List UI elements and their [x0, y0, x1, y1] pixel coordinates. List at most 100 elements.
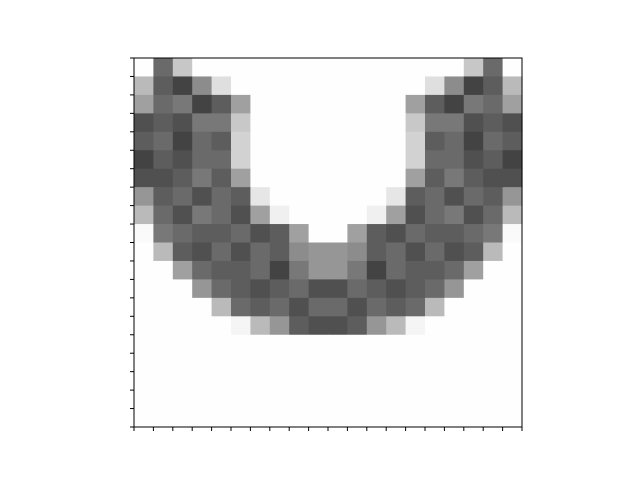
heatmap-cell-r10-c12	[366, 242, 387, 262]
heatmap-cell-r3-c19	[502, 113, 523, 133]
heatmap-cell-r14-c1	[153, 316, 174, 336]
heatmap-cell-r16-c19	[502, 353, 523, 373]
heatmap-cell-r3-c12	[366, 113, 387, 133]
heatmap-cell-r18-c1	[153, 390, 174, 410]
heatmap-cell-r7-c17	[463, 187, 484, 207]
heatmap-cell-r18-c13	[386, 390, 407, 410]
heatmap-cell-r17-c16	[444, 371, 465, 391]
heatmap-cell-r16-c2	[172, 353, 193, 373]
heatmap-cell-r5-c14	[405, 150, 426, 170]
heatmap-cell-r19-c6	[250, 408, 271, 428]
heatmap-cell-r6-c9	[308, 168, 329, 188]
heatmap-cell-r7-c4	[211, 187, 232, 207]
heatmap-cell-r7-c14	[405, 187, 426, 207]
heatmap-cell-r17-c12	[366, 371, 387, 391]
heatmap-cell-r10-c0	[134, 242, 154, 262]
heatmap-cell-r4-c14	[405, 131, 426, 151]
heatmap-cell-r1-c14	[405, 76, 426, 96]
heatmap-cell-r19-c0	[134, 408, 154, 428]
heatmap-cell-r14-c5	[231, 316, 251, 336]
heatmap-cell-r2-c6	[250, 94, 271, 114]
heatmap-cell-r15-c10	[328, 334, 348, 354]
heatmap-cell-r10-c8	[289, 242, 310, 262]
heatmap-cell-r12-c0	[134, 279, 154, 299]
heatmap-cell-r1-c19	[502, 76, 523, 96]
heatmap-cell-r8-c4	[211, 205, 232, 225]
heatmap-cell-r4-c13	[386, 131, 407, 151]
heatmap-cell-r15-c13	[386, 334, 407, 354]
heatmap-cell-r14-c14	[405, 316, 426, 336]
heatmap-cell-r19-c15	[425, 408, 445, 428]
heatmap-cell-r3-c2	[172, 113, 193, 133]
heatmap-cell-r10-c13	[386, 242, 407, 262]
heatmap-cell-r13-c18	[483, 297, 504, 317]
heatmap-cell-r18-c0	[134, 390, 154, 410]
heatmap-cell-r6-c3	[192, 168, 213, 188]
heatmap-cell-r11-c12	[366, 260, 387, 280]
heatmap-cell-r0-c10	[328, 58, 348, 78]
heatmap-cell-r16-c1	[153, 353, 174, 373]
heatmap-cell-r15-c6	[250, 334, 271, 354]
heatmap-cell-r13-c12	[366, 297, 387, 317]
heatmap-cell-r6-c17	[463, 168, 484, 188]
heatmap-cell-r15-c1	[153, 334, 174, 354]
heatmap-cell-r4-c2	[172, 131, 193, 151]
heatmap-cell-r9-c16	[444, 224, 465, 244]
heatmap-cell-r17-c14	[405, 371, 426, 391]
heatmap-cell-r11-c19	[502, 260, 523, 280]
heatmap-cell-r17-c15	[425, 371, 445, 391]
heatmap-cell-r6-c14	[405, 168, 426, 188]
heatmap-cell-r3-c18	[483, 113, 504, 133]
heatmap-cell-r4-c18	[483, 131, 504, 151]
heatmap-cell-r18-c19	[502, 390, 523, 410]
heatmap-cell-r5-c4	[211, 150, 232, 170]
heatmap-cell-r7-c10	[328, 187, 348, 207]
heatmap-cell-r12-c9	[308, 279, 329, 299]
heatmap-cell-r8-c19	[502, 205, 523, 225]
heatmap-cell-r3-c16	[444, 113, 465, 133]
heatmap-cell-r11-c18	[483, 260, 504, 280]
heatmap-cell-r8-c17	[463, 205, 484, 225]
heatmap-cell-r15-c17	[463, 334, 484, 354]
heatmap-cell-r4-c0	[134, 131, 154, 151]
heatmap-cell-r15-c8	[289, 334, 310, 354]
heatmap-cell-r5-c18	[483, 150, 504, 170]
heatmap-cell-r16-c11	[347, 353, 368, 373]
heatmap-cell-r4-c10	[328, 131, 348, 151]
heatmap-cell-r9-c8	[289, 224, 310, 244]
heatmap-cell-r0-c11	[347, 58, 368, 78]
heatmap-cell-r4-c15	[425, 131, 445, 151]
heatmap-cell-r8-c10	[328, 205, 348, 225]
heatmap-cell-r19-c5	[231, 408, 251, 428]
heatmap-cell-r1-c16	[444, 76, 465, 96]
heatmap-cell-r7-c2	[172, 187, 193, 207]
heatmap-cell-r2-c18	[483, 94, 504, 114]
y-axis-ticks	[130, 57, 134, 428]
heatmap-cell-r18-c17	[463, 390, 484, 410]
heatmap-cell-r5-c6	[250, 150, 271, 170]
heatmap-cell-r11-c8	[289, 260, 310, 280]
heatmap-cell-r2-c11	[347, 94, 368, 114]
heatmap-cell-r3-c8	[289, 113, 310, 133]
heatmap-cell-r11-c16	[444, 260, 465, 280]
heatmap-cell-r12-c13	[386, 279, 407, 299]
heatmap-cell-r6-c15	[425, 168, 445, 188]
heatmap-cell-r16-c15	[425, 353, 445, 373]
heatmap-cell-r10-c17	[463, 242, 484, 262]
heatmap-cell-r4-c3	[192, 131, 213, 151]
heatmap-cell-r19-c9	[308, 408, 329, 428]
heatmap-cell-r13-c5	[231, 297, 251, 317]
heatmap-cell-r13-c7	[269, 297, 290, 317]
plot-frame	[133, 57, 523, 428]
heatmap-cell-r4-c9	[308, 131, 329, 151]
heatmap-cell-r14-c7	[269, 316, 290, 336]
heatmap-cell-r19-c7	[269, 408, 290, 428]
heatmap-cell-r9-c12	[366, 224, 387, 244]
heatmap-cell-r2-c9	[308, 94, 329, 114]
heatmap-cell-r4-c1	[153, 131, 174, 151]
heatmap-cell-r5-c10	[328, 150, 348, 170]
heatmap-cell-r10-c15	[425, 242, 445, 262]
heatmap-cell-r5-c9	[308, 150, 329, 170]
heatmap-cell-r12-c1	[153, 279, 174, 299]
